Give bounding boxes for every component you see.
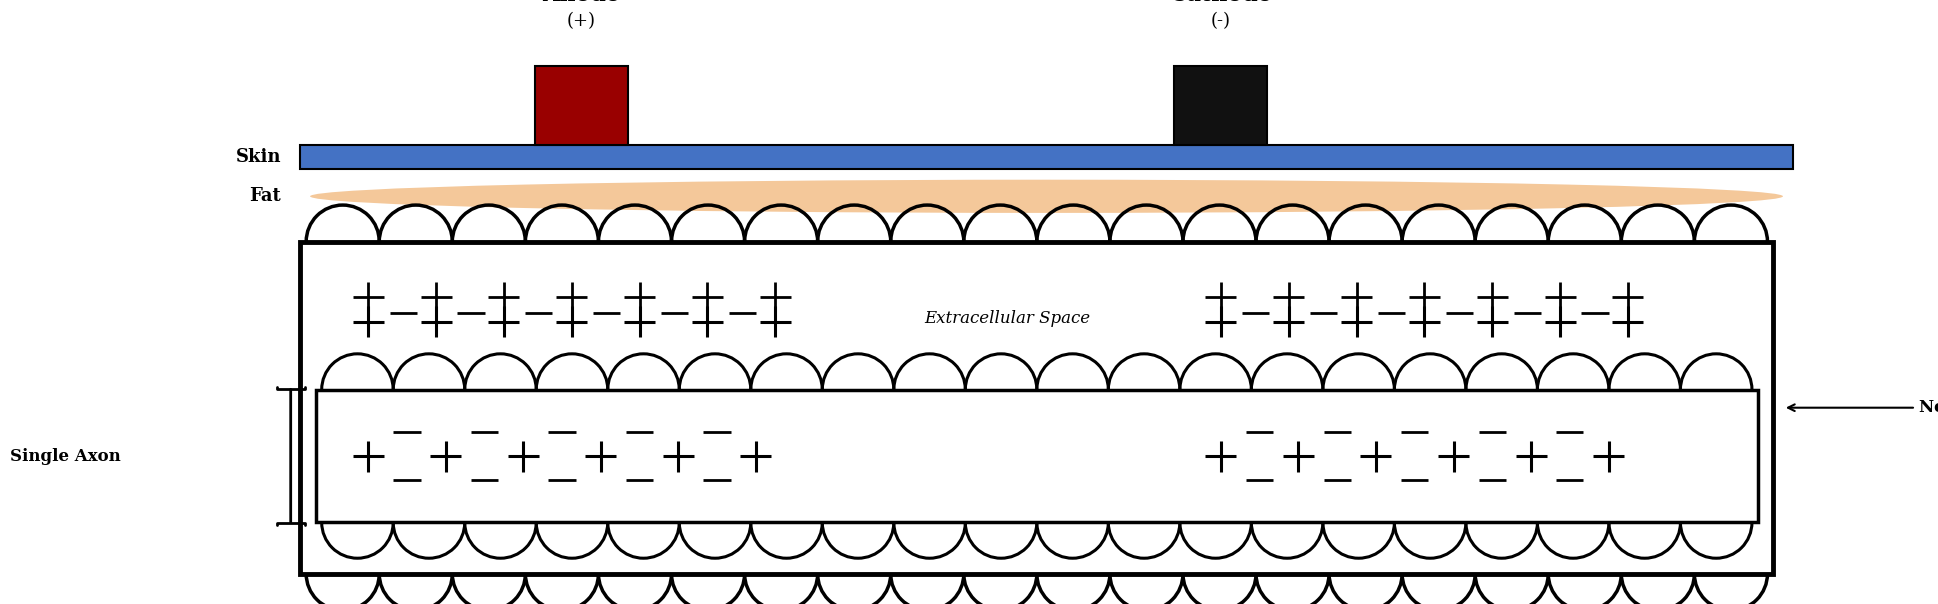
Bar xyxy=(300,242,1773,574)
Bar xyxy=(535,66,628,145)
Text: Anode: Anode xyxy=(543,0,620,6)
Ellipse shape xyxy=(310,179,1783,213)
Text: Fat: Fat xyxy=(250,187,281,205)
Text: Single Axon: Single Axon xyxy=(10,448,120,464)
Text: Nerve Bundle: Nerve Bundle xyxy=(1789,399,1938,416)
Bar xyxy=(1174,66,1267,145)
Text: Intracellular Space: Intracellular Space xyxy=(926,448,1089,464)
Text: Cathode: Cathode xyxy=(1169,0,1273,6)
Text: Extracellular Space: Extracellular Space xyxy=(924,310,1091,327)
Bar xyxy=(316,390,1758,522)
Text: (+): (+) xyxy=(568,12,595,30)
Text: (-): (-) xyxy=(1211,12,1231,30)
Bar xyxy=(300,145,1793,169)
Text: Skin: Skin xyxy=(236,148,281,166)
